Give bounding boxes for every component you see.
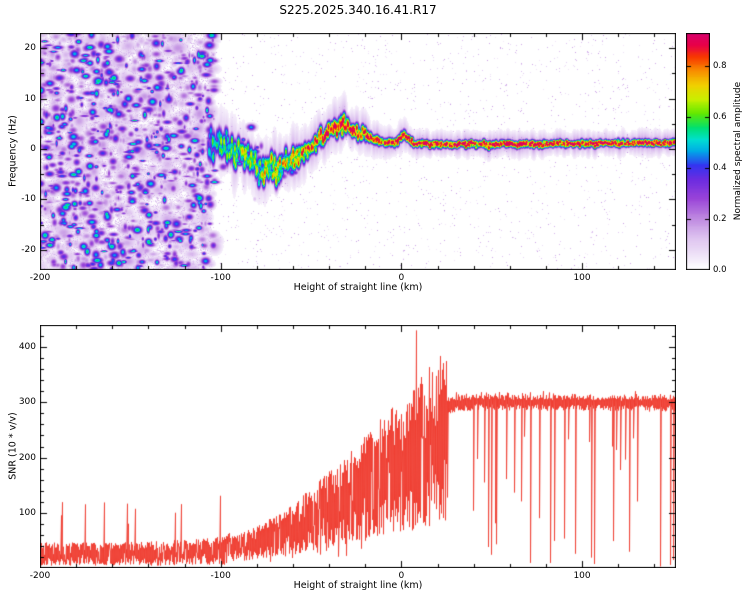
tick-label: 0.0 xyxy=(713,265,727,275)
spec-x-axis-label: Height of straight line (km) xyxy=(293,282,423,293)
tick-label: 20 xyxy=(24,43,36,54)
tick-label: 100 xyxy=(573,273,591,283)
tick-label: 0 xyxy=(398,273,405,283)
tick-label: -20 xyxy=(21,244,36,255)
tick-label: -10 xyxy=(21,194,36,205)
tick-label: -200 xyxy=(29,571,51,581)
tick-label: 100 xyxy=(573,571,591,581)
tick-label: 100 xyxy=(18,507,36,518)
tick-label: 0.2 xyxy=(713,214,727,225)
tick-label: 0.6 xyxy=(713,112,727,123)
snr-canvas xyxy=(40,325,676,568)
tick-label: -100 xyxy=(210,571,231,581)
tick-label: -200 xyxy=(29,273,51,283)
snr-y-axis-label: SNR (10 * v/v) xyxy=(7,412,19,480)
tick-label: 200 xyxy=(18,452,36,463)
figure-title: S225.2025.340.16.41.R17 xyxy=(279,3,437,17)
tick-label: 0 xyxy=(30,143,36,154)
snr-x-axis-label: Height of straight line (km) xyxy=(293,580,423,591)
tick-label: 400 xyxy=(18,342,36,353)
tick-label: 300 xyxy=(18,397,36,408)
spec-y-axis-label: Frequency (Hz) xyxy=(7,115,19,187)
spectrogram-canvas xyxy=(40,33,676,270)
colorbar-canvas xyxy=(686,33,710,270)
colorbar-label: Normalized spectral amplitude xyxy=(733,81,743,221)
tick-label: 10 xyxy=(24,93,36,104)
tick-label: 0.8 xyxy=(713,61,727,72)
tick-label: 0 xyxy=(398,571,405,581)
tick-label: 0.4 xyxy=(713,163,727,174)
tick-label: -100 xyxy=(210,273,231,283)
